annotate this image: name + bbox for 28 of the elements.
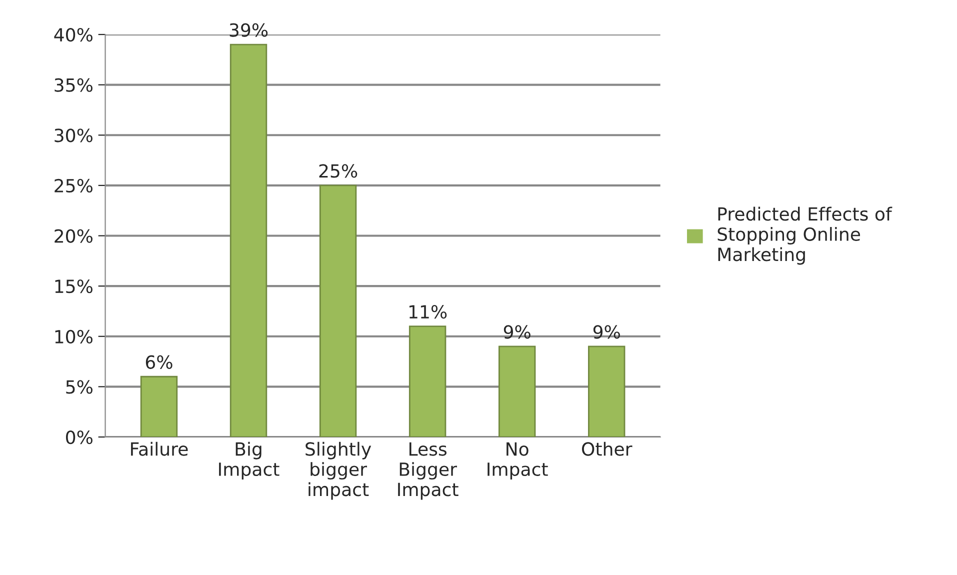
- bar: [498, 346, 536, 437]
- data-label: 9%: [504, 325, 530, 339]
- y-tick-label: 15%: [55, 280, 92, 294]
- y-tick-label: 10%: [55, 330, 92, 344]
- data-label: 6%: [146, 355, 172, 369]
- bar: [408, 326, 446, 437]
- x-tick-label: No Impact: [488, 442, 548, 480]
- y-tick-label: 25%: [54, 178, 92, 193]
- y-tick-label: 0%: [66, 430, 92, 444]
- y-tick-label: 40%: [54, 28, 92, 42]
- data-label: 11%: [409, 304, 447, 319]
- bar: [588, 346, 626, 437]
- y-tick-label: 35%: [54, 78, 92, 92]
- data-label: 39%: [230, 23, 268, 37]
- legend-label: Predicted Effects of Stopping Online Marketing: [718, 206, 892, 265]
- x-tick-label: Failure: [131, 442, 188, 456]
- bar: [230, 44, 268, 437]
- bar: [140, 376, 178, 437]
- x-tick-label: Other: [582, 442, 632, 456]
- x-tick-label: Less Bigger Impact: [398, 442, 458, 500]
- bar: [319, 184, 357, 437]
- y-tick-label: 20%: [54, 229, 92, 243]
- x-tick-label: Slightly bigger impact: [306, 442, 372, 500]
- y-tick-label: 30%: [54, 128, 92, 142]
- x-tick-label: Big Impact: [219, 442, 280, 480]
- y-tick-label: 5%: [66, 380, 92, 394]
- data-label: 9%: [593, 325, 620, 339]
- data-label: 25%: [319, 164, 358, 178]
